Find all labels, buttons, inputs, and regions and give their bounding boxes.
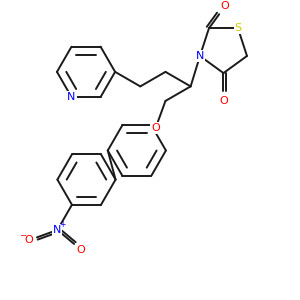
Text: N: N [67,92,76,102]
Text: S: S [234,23,242,33]
Text: N: N [53,225,61,235]
Text: +: + [59,220,66,229]
Text: N: N [196,51,204,61]
Text: O: O [24,236,33,245]
Text: −: − [20,232,26,241]
Text: O: O [219,96,228,106]
Text: O: O [76,244,85,255]
Text: O: O [151,123,160,133]
Text: O: O [221,1,230,11]
